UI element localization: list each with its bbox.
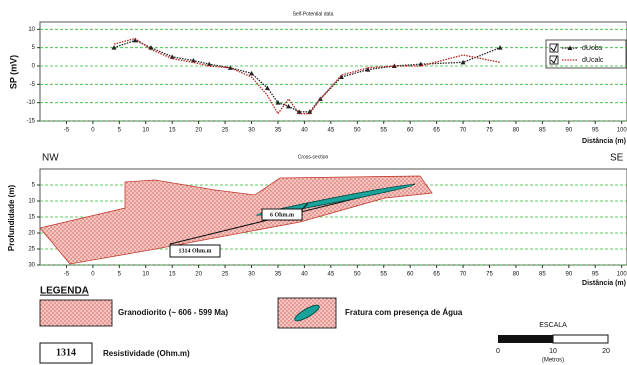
resistivity-sample: 1314 — [56, 347, 76, 358]
x-tick-label: 70 — [460, 128, 467, 134]
chart-title: Self-Potential data — [293, 11, 334, 17]
y-tick-label: 0 — [32, 64, 36, 70]
x-tick-label: 55 — [380, 272, 387, 278]
y-tick-label: 20 — [28, 231, 35, 237]
y-tick-label: -5 — [30, 82, 36, 88]
granodiorite-body — [40, 176, 432, 264]
annotation: 6 Ohm.m — [270, 212, 294, 218]
scale-title: ESCALA — [539, 322, 567, 329]
x-tick-label: 45 — [328, 272, 335, 278]
x-axis-label: Distância (m) — [582, 138, 626, 145]
x-tick-label: 55 — [380, 128, 387, 134]
x-tick-label: 100 — [617, 272, 627, 278]
x-tick-label: 75 — [486, 128, 493, 134]
y-tick-label: 25 — [28, 247, 35, 253]
x-tick-label: 100 — [617, 128, 627, 134]
nw-label: NW — [42, 153, 59, 164]
x-tick-label: 15 — [169, 128, 176, 134]
x-tick-label: 65 — [433, 272, 440, 278]
x-tick-label: 15 — [169, 272, 176, 278]
x-tick-label: 70 — [460, 272, 467, 278]
x-tick-label: 85 — [539, 272, 546, 278]
scale-unit: (Metros) — [542, 358, 564, 364]
x-tick-label: 35 — [275, 128, 282, 134]
x-tick-label: 30 — [248, 128, 255, 134]
x-tick-label: 0 — [91, 128, 95, 134]
y-tick-label: 5 — [32, 183, 36, 189]
x-tick-label: 5 — [118, 128, 122, 134]
x-tick-label: 95 — [592, 272, 599, 278]
scale-label: 0 — [496, 348, 500, 355]
x-tick-label: 85 — [539, 128, 546, 134]
y-tick-label: 10 — [28, 199, 35, 205]
figure: Self-Potential data SP (mV) Distância (m… — [0, 0, 627, 365]
x-tick-label: 25 — [222, 272, 229, 278]
x-tick-label: 65 — [433, 128, 440, 134]
legend-text: Fratura com presença de Água — [345, 308, 463, 317]
x-tick-label: 10 — [142, 128, 149, 134]
x-tick-label: 95 — [592, 128, 599, 134]
series-line — [114, 40, 500, 112]
scale-label: 10 — [549, 348, 557, 355]
x-tick-label: 80 — [513, 128, 520, 134]
marker — [249, 71, 254, 76]
x-tick-label: 50 — [354, 128, 361, 134]
plot-frame — [40, 22, 627, 121]
x-tick-label: 45 — [328, 128, 335, 134]
x-tick-label: 50 — [354, 272, 361, 278]
x-tick-label: 80 — [513, 272, 520, 278]
section-title: Cross-section — [298, 154, 329, 160]
y-tick-label: -15 — [26, 119, 35, 125]
x-tick-label: 25 — [222, 128, 229, 134]
scale-bar — [553, 335, 608, 343]
granite-swatch — [40, 300, 112, 326]
x-tick-label: 20 — [195, 272, 202, 278]
x-tick-label: 40 — [301, 272, 308, 278]
legend-title: LEGENDA — [40, 286, 89, 297]
x-tick-label: 20 — [195, 128, 202, 134]
se-label: SE — [610, 153, 624, 164]
x-tick-label: 60 — [407, 272, 414, 278]
annotation: 1314 Ohm.m — [179, 248, 212, 254]
x-tick-label: 90 — [565, 128, 572, 134]
legend-label: dUcalc — [582, 57, 604, 64]
y-axis-label: SP (mV) — [8, 55, 18, 89]
x-tick-label: 35 — [275, 272, 282, 278]
y-tick-label: -10 — [26, 100, 35, 106]
y-tick-label: 15 — [28, 215, 35, 221]
y-tick-label: 30 — [28, 263, 35, 269]
scale-bar — [498, 335, 553, 343]
x-tick-label: -5 — [64, 272, 70, 278]
x-tick-label: 5 — [118, 272, 122, 278]
page: Self-Potential data SP (mV) Distância (m… — [0, 0, 627, 365]
y-tick-label: 10 — [28, 27, 35, 33]
x-tick-label: 60 — [407, 128, 414, 134]
scale-label: 20 — [602, 348, 610, 355]
x-tick-label: -5 — [64, 128, 70, 134]
x-tick-label: 30 — [248, 272, 255, 278]
x-tick-label: 90 — [565, 272, 572, 278]
legend-text: Resistividade (Ohm.m) — [103, 349, 190, 358]
x-tick-label: 40 — [301, 128, 308, 134]
legend-label: dUobs — [582, 45, 603, 52]
x-tick-label: 75 — [486, 272, 493, 278]
x-tick-label: 10 — [142, 272, 149, 278]
x-tick-label: 0 — [91, 272, 95, 278]
y-axis-label: Profundidade (m) — [7, 185, 16, 252]
x-axis-label: Distância (m) — [582, 280, 626, 287]
legend-text: Granodiorito (~ 606 - 599 Ma) — [118, 308, 228, 317]
y-tick-label: 5 — [32, 45, 36, 51]
